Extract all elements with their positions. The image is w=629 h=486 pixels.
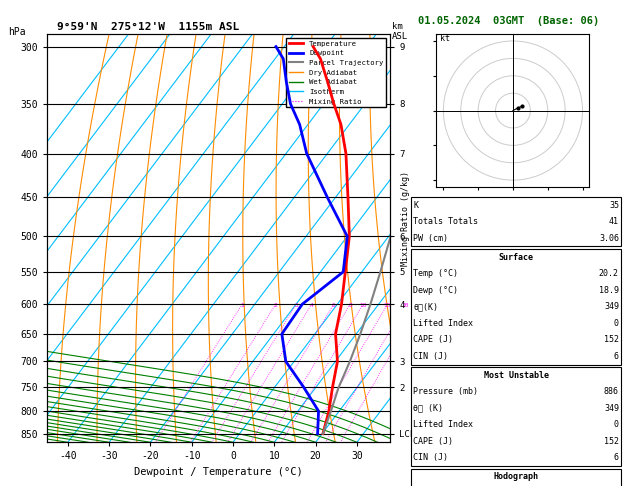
Text: K: K [413,201,418,209]
Text: 1: 1 [240,303,244,308]
Legend: Temperature, Dewpoint, Parcel Trajectory, Dry Adiabat, Wet Adiabat, Isotherm, Mi: Temperature, Dewpoint, Parcel Trajectory… [286,37,386,107]
Text: Lifted Index: Lifted Index [413,420,473,429]
Text: 15: 15 [384,303,391,308]
Text: CAPE (J): CAPE (J) [413,437,454,446]
Text: 152: 152 [604,335,619,344]
Text: 25: 25 [416,303,423,308]
Text: 886: 886 [604,387,619,396]
Text: 349: 349 [604,302,619,311]
Text: 6: 6 [332,303,336,308]
Text: CIN (J): CIN (J) [413,352,448,361]
Text: © weatheronline.co.uk: © weatheronline.co.uk [460,473,565,482]
Text: PW (cm): PW (cm) [413,234,448,243]
Text: kt: kt [440,34,450,43]
Text: 01.05.2024  03GMT  (Base: 06): 01.05.2024 03GMT (Base: 06) [418,16,599,26]
Text: 10: 10 [359,303,367,308]
Text: Totals Totals: Totals Totals [413,217,478,226]
Text: θᴇ(K): θᴇ(K) [413,302,438,311]
Text: Lifted Index: Lifted Index [413,319,473,328]
Text: 35: 35 [609,201,619,209]
Text: hPa: hPa [8,27,26,37]
Text: 20.2: 20.2 [599,269,619,278]
Text: 4: 4 [309,303,313,308]
Text: km
ASL: km ASL [392,22,408,41]
Text: 41: 41 [609,217,619,226]
Text: 6: 6 [614,453,619,462]
Text: 3.06: 3.06 [599,234,619,243]
Text: Dewp (°C): Dewp (°C) [413,286,459,295]
Text: 349: 349 [604,404,619,413]
Text: θᴇ (K): θᴇ (K) [413,404,443,413]
Text: 18.9: 18.9 [599,286,619,295]
Text: 0: 0 [614,319,619,328]
Text: 8: 8 [348,303,352,308]
Text: 0: 0 [614,420,619,429]
Text: 2: 2 [274,303,277,308]
Text: CIN (J): CIN (J) [413,453,448,462]
Text: 152: 152 [604,437,619,446]
Text: CAPE (J): CAPE (J) [413,335,454,344]
Text: Pressure (mb): Pressure (mb) [413,387,478,396]
Text: 6: 6 [614,352,619,361]
Text: Temp (°C): Temp (°C) [413,269,459,278]
Text: 9°59'N  275°12'W  1155m ASL: 9°59'N 275°12'W 1155m ASL [57,22,239,32]
Text: 3: 3 [294,303,298,308]
Text: Most Unstable: Most Unstable [484,371,548,380]
Text: Surface: Surface [499,253,533,261]
Text: 20: 20 [401,303,409,308]
X-axis label: Dewpoint / Temperature (°C): Dewpoint / Temperature (°C) [134,467,303,477]
Text: Hodograph: Hodograph [494,472,538,481]
Text: Mixing Ratio (g/kg): Mixing Ratio (g/kg) [401,171,409,266]
